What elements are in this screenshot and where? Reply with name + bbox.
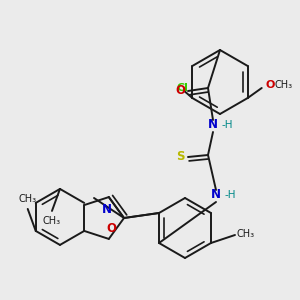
Text: O: O: [265, 80, 274, 90]
Text: CH₃: CH₃: [43, 216, 61, 226]
Text: CH₃: CH₃: [19, 194, 37, 204]
Text: -H: -H: [224, 190, 236, 200]
Text: -H: -H: [221, 120, 233, 130]
Text: O: O: [107, 222, 117, 236]
Text: N: N: [211, 188, 221, 202]
Text: Cl: Cl: [176, 83, 188, 93]
Text: N: N: [102, 202, 112, 216]
Text: CH₃: CH₃: [237, 229, 255, 239]
Text: O: O: [175, 85, 185, 98]
Text: CH₃: CH₃: [275, 80, 293, 90]
Text: S: S: [176, 151, 184, 164]
Text: N: N: [208, 118, 218, 131]
